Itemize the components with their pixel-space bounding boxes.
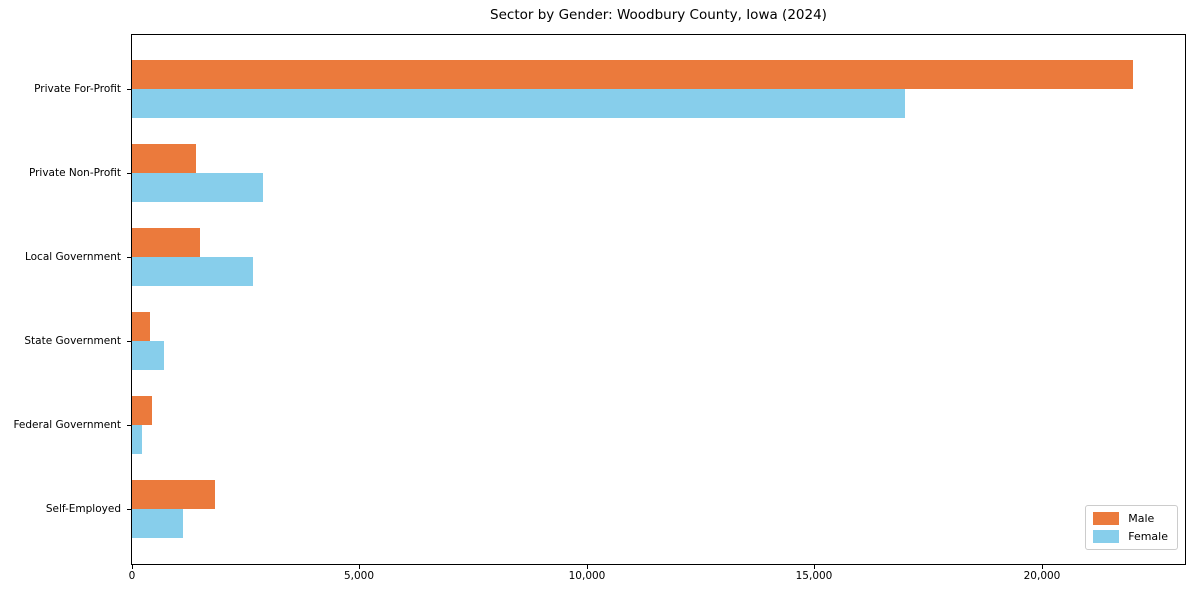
x-tick-0 <box>132 565 133 569</box>
y-tick-private-non-profit <box>127 173 131 174</box>
legend-item-female: Female <box>1093 530 1168 543</box>
bar-male-self-employed <box>132 480 215 509</box>
male-swatch <box>1093 512 1120 525</box>
female-swatch <box>1093 530 1120 543</box>
x-tick-label-5000: 5,000 <box>343 570 375 582</box>
bar-male-private-non-profit <box>132 144 196 173</box>
x-tick-20000 <box>1042 565 1043 569</box>
y-axis-label-local-government: Local Government <box>24 251 121 263</box>
bar-female-state-government <box>132 341 164 370</box>
y-axis-label-self-employed: Self-Employed <box>45 503 121 515</box>
y-axis-label-state-government: State Government <box>24 335 121 347</box>
y-tick-federal-government <box>127 425 131 426</box>
bar-female-private-non-profit <box>132 173 263 202</box>
bar-male-private-for-profit <box>132 60 1133 89</box>
y-axis-label-private-for-profit: Private For-Profit <box>34 83 121 95</box>
x-tick-label-20000: 20,000 <box>1023 570 1061 582</box>
legend: Male Female <box>1085 505 1178 550</box>
bar-male-state-government <box>132 312 150 341</box>
legend-item-male: Male <box>1093 512 1168 525</box>
bar-female-private-for-profit <box>132 89 905 118</box>
y-tick-self-employed <box>127 509 131 510</box>
bar-female-self-employed <box>132 509 183 538</box>
x-tick-label-0: 0 <box>128 570 136 582</box>
bar-female-federal-government <box>132 425 142 454</box>
x-tick-5000 <box>359 565 360 569</box>
y-tick-local-government <box>127 257 131 258</box>
bar-male-federal-government <box>132 396 152 425</box>
bar-female-local-government <box>132 257 253 286</box>
legend-label-male: Male <box>1128 512 1155 525</box>
x-tick-label-10000: 10,000 <box>568 570 606 582</box>
y-axis-label-federal-government: Federal Government <box>13 419 121 431</box>
x-tick-label-15000: 15,000 <box>795 570 833 582</box>
chart-title: Sector by Gender: Woodbury County, Iowa … <box>490 7 827 23</box>
y-axis-label-private-non-profit: Private Non-Profit <box>28 167 121 179</box>
y-tick-private-for-profit <box>127 89 131 90</box>
x-tick-15000 <box>814 565 815 569</box>
bar-male-local-government <box>132 228 200 257</box>
y-tick-state-government <box>127 341 131 342</box>
x-tick-10000 <box>587 565 588 569</box>
legend-label-female: Female <box>1128 530 1168 543</box>
plot-area <box>131 34 1186 565</box>
